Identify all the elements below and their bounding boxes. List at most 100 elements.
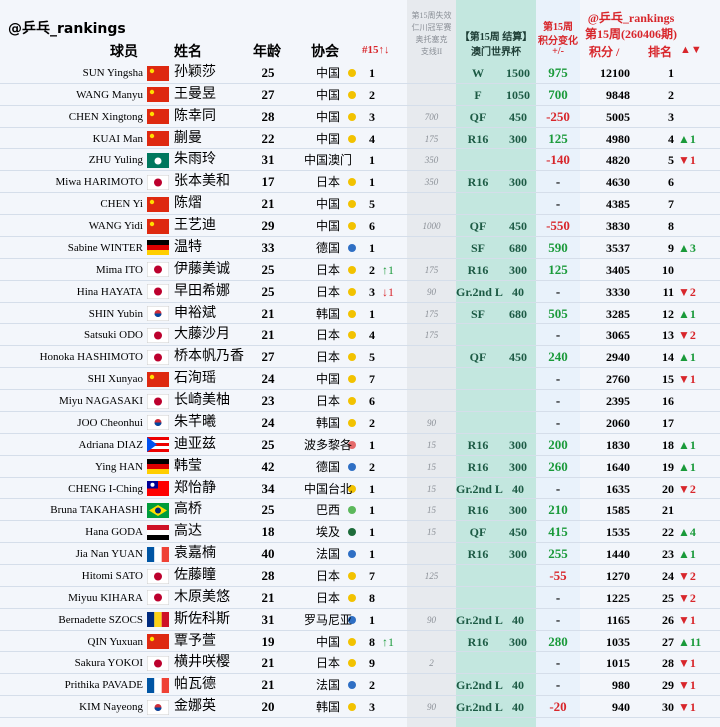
chinese-name: 迪亚兹 <box>174 436 216 452</box>
result-points: 680 <box>509 240 527 255</box>
rank-move: ▼1 <box>678 700 696 715</box>
association: 韩国 <box>315 700 340 715</box>
player-name: Hitomi SATO <box>81 570 143 582</box>
association-dot <box>348 243 356 252</box>
rank-move: ▼1 <box>678 612 696 627</box>
total-points: 4980 <box>606 131 630 146</box>
rank: 22 <box>662 525 674 540</box>
flag <box>147 65 169 81</box>
association-dot <box>348 353 356 362</box>
association: 日本 <box>315 350 340 365</box>
age: 25 <box>261 436 275 452</box>
association-move: ↑1 <box>382 634 394 649</box>
total-points: 2060 <box>606 415 630 430</box>
dropped-header: 支线II <box>420 47 443 56</box>
chinese-name: 蒯曼 <box>174 130 202 146</box>
rank: 19 <box>662 459 674 474</box>
dropped-points: 2 <box>429 658 434 669</box>
points-change: 200 <box>548 436 568 452</box>
rank: 23 <box>662 547 674 562</box>
association: 中国 <box>315 66 340 80</box>
rank-move: ▼2 <box>678 328 696 343</box>
age: 31 <box>261 611 275 627</box>
points-change: -20 <box>549 699 567 715</box>
chinese-name: 横井咲樱 <box>174 655 230 671</box>
result: Gr.2nd L <box>456 678 503 693</box>
rank: 3 <box>668 109 674 124</box>
rank-move: ▲4 <box>678 525 696 540</box>
association-rank: 2 <box>369 415 375 430</box>
rank-move: ▲1 <box>678 350 696 365</box>
result: SF <box>470 306 485 321</box>
rank: 12 <box>662 306 674 321</box>
association-dot <box>348 112 356 121</box>
flag-icon <box>147 459 169 475</box>
points-change: - <box>555 480 561 496</box>
association-rank: 1 <box>369 240 375 255</box>
points-change: 505 <box>548 305 568 321</box>
association-rank: 1 <box>369 525 375 540</box>
dropped-points: 90 <box>427 614 436 625</box>
result: QF <box>469 525 487 540</box>
association: 日本 <box>315 394 340 409</box>
flag-icon <box>147 502 169 518</box>
age: 21 <box>261 655 275 671</box>
association: 日本 <box>315 262 340 277</box>
result: R16 <box>467 547 489 562</box>
age: 25 <box>261 283 275 299</box>
dropped-points: 15 <box>427 505 436 516</box>
association: 日本 <box>315 175 340 190</box>
row-line <box>0 389 720 391</box>
col-rank-move: ▲▼ <box>680 44 702 56</box>
player-name: Miwa HARIMOTO <box>55 176 144 189</box>
result: QF <box>469 219 487 234</box>
association: 罗马尼亚 <box>303 612 352 627</box>
row-line <box>0 170 720 172</box>
result-points: 40 <box>512 481 524 496</box>
player-name: CHEN Xingtong <box>68 110 143 123</box>
result: R16 <box>467 262 489 277</box>
association-rank: 3 <box>369 284 375 299</box>
rank-move: ▼2 <box>678 590 696 605</box>
association-rank: 1 <box>369 153 375 168</box>
association-dot <box>348 90 356 99</box>
association-rank: 3 <box>369 109 375 124</box>
association: 中国 <box>315 131 340 146</box>
association-rank: 9 <box>369 656 375 671</box>
total-points: 3830 <box>606 219 630 234</box>
points-change: -140 <box>546 152 570 168</box>
age: 21 <box>261 196 275 212</box>
association-dot <box>348 397 356 406</box>
result-points: 40 <box>512 678 524 693</box>
age: 25 <box>261 502 275 518</box>
points-change: - <box>555 174 561 190</box>
chinese-name: 桥本帆乃香 <box>174 349 244 365</box>
dropped-header: 仁川冠军赛 <box>411 23 452 32</box>
result-points: 1050 <box>506 87 530 102</box>
points-change: 125 <box>548 261 568 277</box>
row-line <box>0 454 720 456</box>
points-change: - <box>555 414 561 430</box>
age: 23 <box>261 393 275 409</box>
result-header: 澳门世界杯 <box>471 47 521 58</box>
association-rank: 6 <box>369 219 375 234</box>
flag-icon <box>147 87 169 103</box>
col-association: 协会 <box>311 45 339 60</box>
result: F <box>474 87 482 102</box>
association-rank: 2 <box>369 459 375 474</box>
result: R16 <box>467 437 489 452</box>
chinese-name: 张本美和 <box>174 174 230 190</box>
rank: 20 <box>662 481 674 496</box>
points-change: -250 <box>546 108 570 124</box>
player-name: QIN Yuxuan <box>87 635 144 648</box>
col-rank: 排名 <box>648 45 673 59</box>
association-dot <box>348 375 356 384</box>
age: 27 <box>261 86 275 102</box>
association: 中国台北 <box>303 481 352 496</box>
flag-icon <box>146 414 170 431</box>
flag <box>147 152 169 168</box>
row-line <box>0 214 720 216</box>
chinese-name: 石洵瑶 <box>174 371 216 387</box>
player-name: SHI Xunyao <box>87 373 143 386</box>
